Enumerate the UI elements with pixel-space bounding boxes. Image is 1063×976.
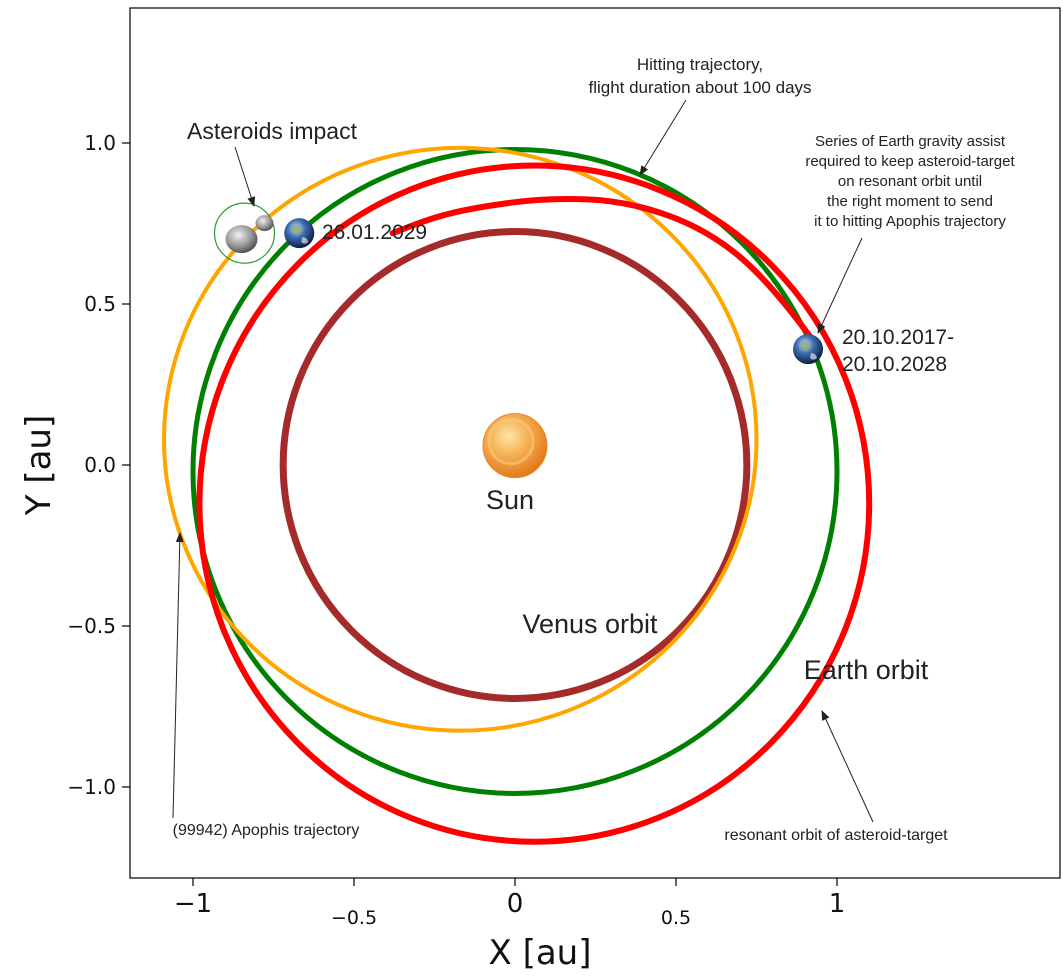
target-asteroid-icon [255, 215, 274, 232]
earth-2017-icon [793, 334, 824, 365]
gravity-assist-arrow [817, 237, 863, 334]
y-axis-label: Y [au] [19, 415, 59, 517]
sun-icon [482, 413, 548, 479]
gravity-assist-label-line5: it to hitting Apophis trajectory [814, 213, 1006, 230]
resonant-orbit-label: resonant orbit of asteroid-target [724, 827, 948, 844]
resonant-orbit-line [196, 162, 873, 845]
hitting-trajectory-line [389, 195, 818, 346]
earth-orbit-label: Earth orbit [804, 655, 929, 685]
sun-label: Sun [486, 485, 534, 515]
y-axis-ticks: 1.0 0.5 0.0 −0.5 −1.0 [67, 131, 130, 799]
y-tick-label: 0.5 [84, 292, 116, 316]
orbits-layer [162, 145, 873, 845]
hitting-trajectory-label-line2: flight duration about 100 days [588, 78, 811, 97]
y-tick-label: −1.0 [67, 775, 116, 799]
gravity-assist-label-line4: the right moment to send [827, 193, 993, 210]
x-tick-label: −0.5 [331, 907, 377, 929]
apophis-trajectory-label: (99942) Apophis trajectory [173, 822, 360, 839]
earth-2029-icon [284, 218, 315, 249]
asteroids-impact-marker [213, 202, 276, 264]
venus-orbit-line [279, 228, 751, 702]
apophis-trajectory-arrow [172, 532, 184, 819]
y-tick-label: −0.5 [67, 614, 116, 638]
venus-orbit-label: Venus orbit [522, 609, 658, 639]
date-2029-label: 26.01.2029 [322, 221, 427, 244]
asteroids-impact-label: Asteroids impact [187, 118, 358, 144]
y-tick-label: 0.0 [84, 453, 116, 477]
impact-arrow [234, 146, 256, 207]
hitting-trajectory-arrow [639, 99, 687, 176]
x-tick-label: 0 [507, 889, 524, 919]
apophis-asteroid-icon [225, 225, 258, 254]
y-tick-label: 1.0 [84, 131, 116, 155]
x-axis-label: X [au] [488, 933, 591, 973]
gravity-assist-label-line2: required to keep asteroid-target [805, 153, 1015, 170]
earth-orbit-line [190, 146, 840, 796]
date-2017-label-line2: 20.10.2028 [842, 353, 947, 376]
x-tick-label: 0.5 [661, 907, 691, 929]
gravity-assist-label-line1: Series of Earth gravity assist [815, 133, 1006, 150]
apophis-orbit-line [162, 145, 759, 733]
x-axis-ticks: −1 −0.5 0 0.5 1 [174, 878, 845, 929]
date-2017-label-line1: 20.10.2017- [842, 326, 954, 349]
gravity-assist-label-line3: on resonant orbit until [838, 173, 982, 190]
x-tick-label: 1 [829, 889, 846, 919]
resonant-orbit-arrow [821, 710, 874, 823]
hitting-trajectory-label-line1: Hitting trajectory, [637, 55, 763, 74]
x-tick-label: −1 [174, 889, 212, 919]
plot-frame [129, 7, 1061, 879]
